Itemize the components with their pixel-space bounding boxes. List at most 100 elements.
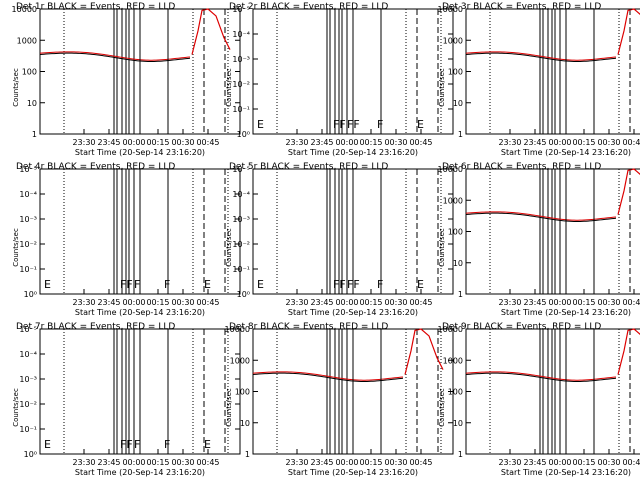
x-tick-label: 23:45 — [523, 458, 546, 467]
x-tick-label: 00:15 — [146, 298, 169, 307]
y-tick-label: 10⁰ — [24, 450, 37, 459]
x-tick-label: 23:45 — [310, 298, 333, 307]
y-tick-label: 1000 — [17, 36, 37, 45]
x-tick-label: 23:45 — [523, 138, 546, 147]
x-tick-label: 00:00 — [122, 138, 145, 147]
x-tick-label: 23:45 — [97, 298, 120, 307]
x-tick-label: 00:45 — [196, 138, 219, 147]
x-axis-label: Start Time (20-Sep-14 23:16:20) — [75, 468, 205, 477]
flag-label: F — [377, 278, 383, 291]
x-tick-label: 00:45 — [196, 298, 219, 307]
x-axis-label: Start Time (20-Sep-14 23:16:20) — [501, 148, 631, 157]
y-axis-label: Counts/sec — [438, 388, 446, 427]
y-tick-label: 10⁻⁴ — [232, 190, 250, 199]
y-tick-label: 1000 — [230, 356, 250, 365]
y-tick-label: 10⁰ — [237, 130, 250, 139]
flag-label: FF — [120, 438, 133, 451]
flag-label: F — [164, 438, 170, 451]
panel-title: Det 3r BLACK = Events, RED = LLD — [442, 2, 601, 12]
flag-label: F — [134, 438, 140, 451]
x-tick-label: 00:30 — [171, 298, 194, 307]
y-tick-label: 100 — [448, 388, 463, 397]
flag-label: E — [257, 118, 264, 131]
x-tick-label: 23:30 — [285, 298, 308, 307]
y-tick-label: 100 — [235, 388, 250, 397]
flag-label: F — [164, 278, 170, 291]
lld-surge — [617, 328, 640, 375]
y-tick-label: 1000 — [443, 36, 463, 45]
flag-label: FF — [347, 118, 360, 131]
x-tick-label: 23:45 — [310, 138, 333, 147]
x-tick-label: 00:15 — [359, 458, 382, 467]
x-tick-label: 00:30 — [171, 138, 194, 147]
x-tick-label: 00:15 — [572, 458, 595, 467]
flag-label: FF — [120, 278, 133, 291]
x-tick-label: 23:45 — [310, 458, 333, 467]
y-tick-label: 10000 — [438, 165, 463, 174]
x-tick-label: 00:15 — [359, 138, 382, 147]
y-tick-label: 10⁻¹ — [232, 105, 250, 114]
y-tick-label: 10⁻⁵ — [232, 165, 250, 174]
y-tick-label: 10000 — [12, 5, 37, 14]
y-tick-label: 1 — [458, 290, 463, 299]
y-axis-label: Counts/sec — [438, 68, 446, 107]
lld-series — [252, 371, 404, 381]
y-tick-label: 10⁻³ — [232, 55, 250, 64]
lld-surge — [404, 328, 444, 375]
x-tick-label: 00:30 — [597, 298, 620, 307]
y-tick-label: 10000 — [438, 5, 463, 14]
y-axis-label: Counts/sec — [12, 228, 20, 267]
flag-label: FF — [333, 118, 346, 131]
y-tick-label: 10 — [240, 419, 250, 428]
y-tick-label: 10⁰ — [237, 290, 250, 299]
y-tick-label: 10⁻¹ — [232, 265, 250, 274]
panel-title: Det 9r BLACK = Events, RED = LLD — [442, 322, 601, 332]
events-series — [465, 52, 617, 62]
y-axis-label: Counts/sec — [225, 388, 233, 427]
x-tick-label: 00:00 — [335, 298, 358, 307]
plot-frame — [465, 328, 640, 455]
lld-surge — [617, 168, 640, 215]
x-tick-label: 00:15 — [146, 458, 169, 467]
x-tick-label: 00:30 — [384, 138, 407, 147]
x-tick-label: 00:15 — [146, 138, 169, 147]
x-tick-label: 00:30 — [597, 138, 620, 147]
panel-4: Det 4r BLACK = Events, RED = LLD Counts/s… — [12, 162, 241, 317]
flag-label: F — [377, 118, 383, 131]
x-tick-label: 00:30 — [597, 458, 620, 467]
panel-9: Det 9r BLACK = Events, RED = LLD Counts/s… — [438, 322, 640, 477]
x-tick-label: 00:00 — [122, 298, 145, 307]
flag-label: F — [134, 278, 140, 291]
y-tick-label: 10⁻⁵ — [19, 165, 37, 174]
x-tick-label: 00:30 — [384, 458, 407, 467]
lld-series — [39, 51, 191, 61]
events-series — [252, 372, 404, 382]
panel-7: Det 7r BLACK = Events, RED = LLD Counts/s… — [12, 322, 241, 477]
x-tick-label: 23:45 — [523, 298, 546, 307]
y-tick-label: 10⁻³ — [19, 375, 37, 384]
y-tick-label: 10⁰ — [24, 290, 37, 299]
panel-title: Det 7r BLACK = Events, RED = LLD — [16, 322, 175, 332]
y-axis-label: Counts/sec — [12, 68, 20, 107]
y-tick-label: 10⁻⁵ — [19, 325, 37, 334]
lld-series — [465, 51, 617, 61]
x-tick-label: 00:45 — [409, 298, 432, 307]
plot-frame — [465, 8, 640, 135]
x-tick-label: 23:45 — [97, 458, 120, 467]
y-tick-label: 10 — [453, 259, 463, 268]
x-tick-label: 00:30 — [171, 458, 194, 467]
x-tick-label: 00:45 — [196, 458, 219, 467]
panel-title: Det 2r BLACK = Events, RED = LLD — [229, 2, 388, 12]
x-tick-label: 00:45 — [622, 458, 640, 467]
flag-label: E — [417, 118, 424, 131]
panel-1: Det 1r BLACK = Events, RED = LLD Counts/s… — [12, 2, 241, 157]
lld-series — [465, 211, 617, 221]
panel-title: Det 8r BLACK = Events, RED = LLD — [229, 322, 388, 332]
x-axis-label: Start Time (20-Sep-14 23:16:20) — [288, 308, 418, 317]
x-axis-label: Start Time (20-Sep-14 23:16:20) — [501, 468, 631, 477]
x-tick-label: 23:30 — [285, 458, 308, 467]
x-axis-label: Start Time (20-Sep-14 23:16:20) — [288, 468, 418, 477]
flag-label: E — [44, 278, 51, 291]
events-series — [465, 372, 617, 382]
